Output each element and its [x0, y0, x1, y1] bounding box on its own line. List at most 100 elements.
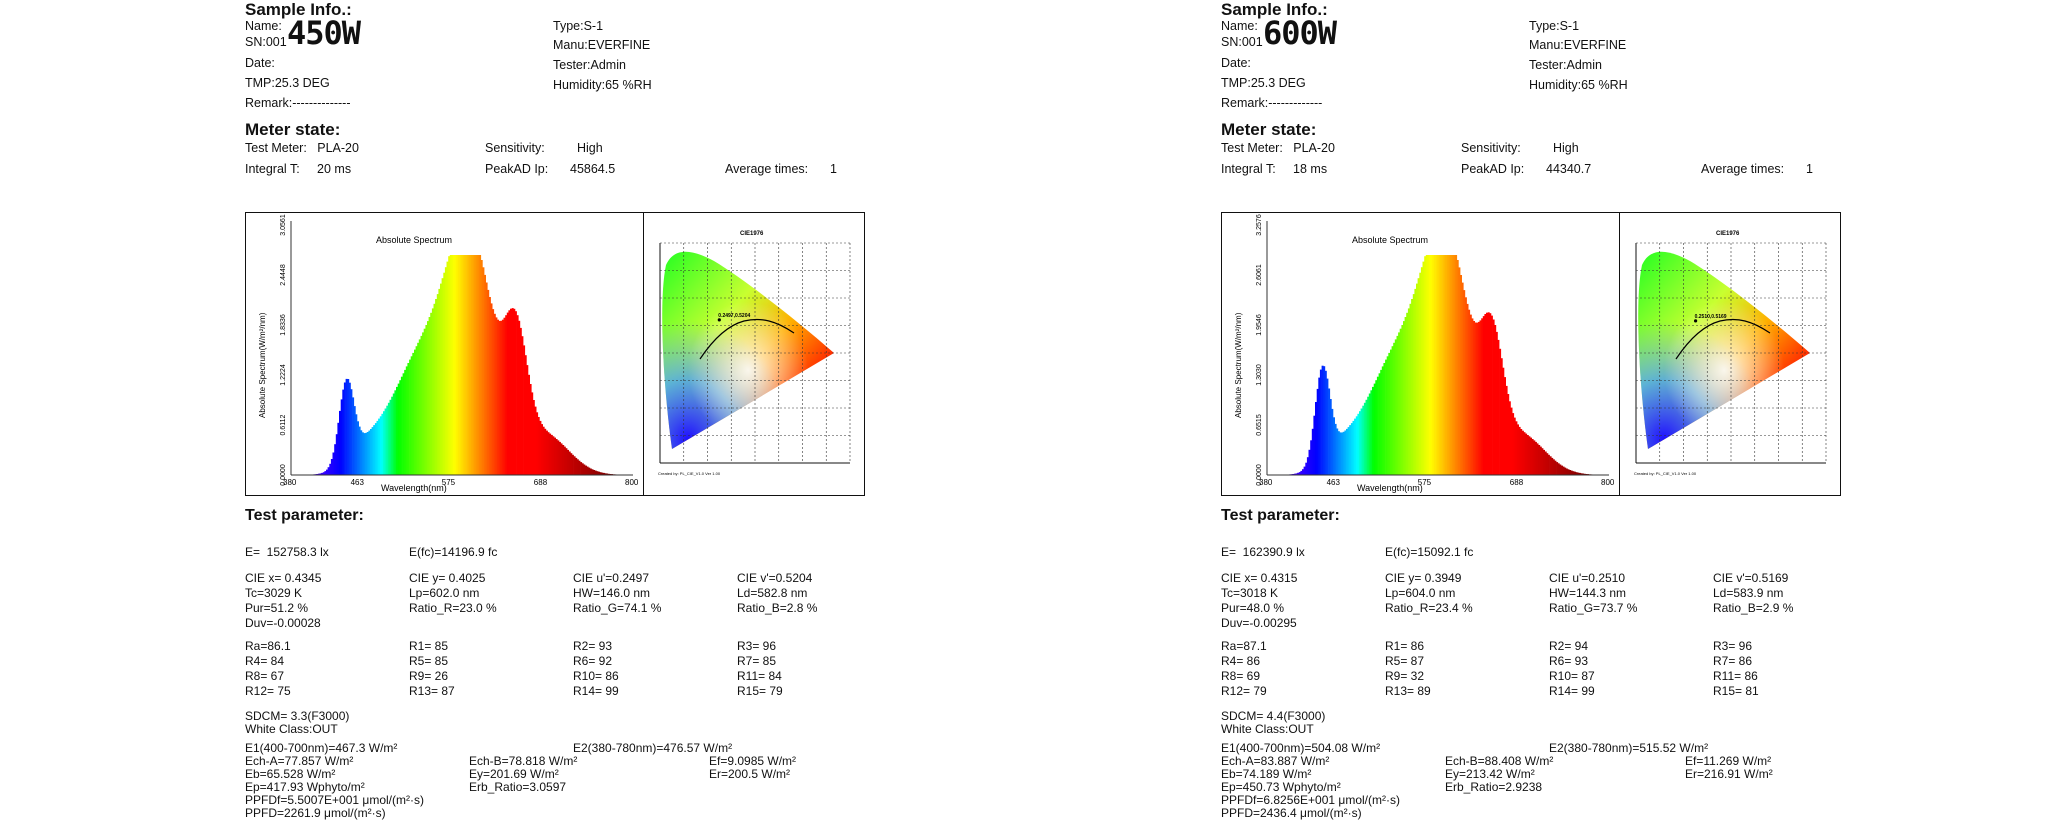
spectrum-bin — [1463, 290, 1465, 475]
cie-v: CIE v'=0.5169 — [1713, 571, 1788, 585]
average-times-label: Average times: — [725, 162, 808, 176]
spectrum-bin — [1343, 432, 1345, 475]
spectrum-bin — [1304, 467, 1306, 475]
ep: Ep=417.93 Wphyto/m² — [245, 780, 365, 794]
spectrum-bin — [1514, 418, 1516, 475]
cie-coordinate-label: 0.2510,0.5169 — [1695, 314, 1727, 320]
sample-name: 600W — [1263, 14, 1336, 52]
spectrum-bin — [1423, 262, 1425, 475]
ppfdf: PPFDf=5.5007E+001 μmol/(m²·s) — [245, 793, 424, 807]
ratio-g: Ratio_G=74.1 % — [573, 601, 661, 615]
cct: Tc=3029 K — [245, 586, 302, 600]
test-meter-label: Test Meter: PLA-20 — [1221, 141, 1335, 155]
absolute-spectrum-chart: Absolute Spectrum Wavelength(nm) Absolut… — [245, 212, 645, 496]
spectrum-bin — [1377, 377, 1379, 475]
cie-gamut — [662, 252, 834, 449]
spectrum-bin — [1400, 329, 1402, 475]
r3: R3= 96 — [1713, 639, 1752, 653]
tmp-label: TMP:25.3 DEG — [245, 76, 330, 90]
ef: Ef=9.0985 W/m² — [709, 754, 796, 768]
r1: R1= 85 — [409, 639, 448, 653]
x-tick-label: 463 — [351, 478, 365, 487]
purity: Pur=48.0 % — [1221, 601, 1284, 615]
spectrum-bin — [1491, 316, 1493, 475]
r12: R12= 79 — [1221, 684, 1267, 698]
gamut-layer — [662, 252, 834, 449]
spectrum-bin — [1406, 313, 1408, 475]
r4: R4= 86 — [1221, 654, 1260, 668]
cie-x: CIE x= 0.4345 — [245, 571, 321, 585]
report-600w: Sample Info.: Name: 600W SN:001 Date: TM… — [1221, 0, 2001, 819]
spectrum-bin — [1554, 461, 1556, 475]
ep: Ep=450.73 Wphyto/m² — [1221, 780, 1341, 794]
y-tick-label: 0.0000 — [280, 464, 287, 486]
spectrum-bin — [1349, 425, 1351, 475]
spectrum-bin — [1475, 323, 1477, 476]
y-tick-label: 2.4448 — [280, 264, 287, 286]
duv: Duv=-0.00028 — [245, 616, 321, 630]
purity: Pur=51.2 % — [245, 601, 308, 615]
cie-v: CIE v'=0.5204 — [737, 571, 812, 585]
spectrum-plot: Absolute Spectrum Wavelength(nm) Absolut… — [1222, 213, 1620, 495]
r8: R8= 69 — [1221, 669, 1260, 683]
half-width: HW=146.0 nm — [573, 586, 650, 600]
cie-gamut — [1638, 252, 1810, 449]
erb-ratio: Erb_Ratio=2.9238 — [1445, 780, 1542, 794]
spectrum-bin — [1571, 471, 1573, 475]
name-label: Name: — [245, 19, 282, 33]
half-width: HW=144.3 nm — [1549, 586, 1626, 600]
date-label: Date: — [1221, 56, 1251, 70]
y-tick-label: 2.6061 — [1256, 264, 1263, 286]
date-label: Date: — [245, 56, 275, 70]
x-tick-label: 800 — [625, 478, 639, 487]
sample-name: 450W — [287, 14, 360, 52]
integral-time-label: Integral T: 18 ms — [1221, 162, 1327, 176]
tester-label: Tester:Admin — [553, 58, 626, 72]
sdcm: SDCM= 4.4(F3000) — [1221, 709, 1325, 723]
spectrum-bin — [1326, 379, 1328, 475]
y-tick-label: 0.6112 — [280, 414, 287, 435]
eb: Eb=65.528 W/m² — [245, 767, 335, 781]
peak-wavelength: Lp=602.0 nm — [409, 586, 479, 600]
ratio-b: Ratio_B=2.9 % — [1713, 601, 1793, 615]
r13: R13= 87 — [409, 684, 455, 698]
peakad-label: PeakAD Ip: — [485, 162, 548, 176]
x-tick-label: 688 — [534, 478, 548, 487]
white-class: White Class:OUT — [1221, 722, 1314, 736]
illuminance-fc: E(fc)=15092.1 fc — [1385, 545, 1473, 559]
average-times-value: 1 — [1806, 162, 1813, 176]
spectrum-ylabel: Absolute Spectrum(W/m²/nm) — [258, 312, 267, 418]
remark-label: Remark:-------------- — [245, 96, 351, 110]
meter-state-title: Meter state: — [1221, 120, 1316, 140]
tmp-label: TMP:25.3 DEG — [1221, 76, 1306, 90]
spectrum-bin — [1440, 255, 1442, 475]
ppfd: PPFD=2261.9 μmol/(m²·s) — [245, 806, 386, 820]
e1: E1(400-700nm)=504.08 W/m² — [1221, 741, 1380, 755]
spectrum-bin — [1418, 278, 1420, 475]
y-tick-label: 0.6515 — [1256, 414, 1263, 436]
r2: R2= 94 — [1549, 639, 1588, 653]
r7: R7= 86 — [1713, 654, 1752, 668]
peakad-value: 44340.7 — [1546, 162, 1591, 176]
average-times-value: 1 — [830, 162, 837, 176]
x-tick-label: 688 — [1510, 478, 1524, 487]
illuminance: E= 152758.3 lx — [245, 545, 329, 559]
spectrum-bin — [1457, 260, 1459, 475]
r15: R15= 79 — [737, 684, 783, 698]
meter-state-title: Meter state: — [245, 120, 340, 140]
spectrum-bin — [1497, 340, 1499, 475]
spectrum-area — [1279, 255, 1602, 475]
ppfd: PPFD=2436.4 μmol/(m²·s) — [1221, 806, 1362, 820]
erb-ratio: Erb_Ratio=3.0597 — [469, 780, 566, 794]
y-tick-label: 1.2224 — [280, 364, 287, 386]
cie-1976-diagram: CIE1976 0.2510,0.5169 Created by: PL_CIE… — [1619, 212, 1841, 496]
name-label: Name: — [1221, 19, 1258, 33]
ey: Ey=213.42 W/m² — [1445, 767, 1535, 781]
sn-label: SN:001 — [245, 35, 287, 49]
cie-plot: CIE1976 0.2510,0.5169 Created by: PL_CIE… — [1620, 213, 1840, 495]
remark-label: Remark:------------- — [1221, 96, 1322, 110]
illuminance-fc: E(fc)=14196.9 fc — [409, 545, 497, 559]
integral-time-label: Integral T: 20 ms — [245, 162, 351, 176]
spectrum-bin — [1486, 313, 1488, 475]
